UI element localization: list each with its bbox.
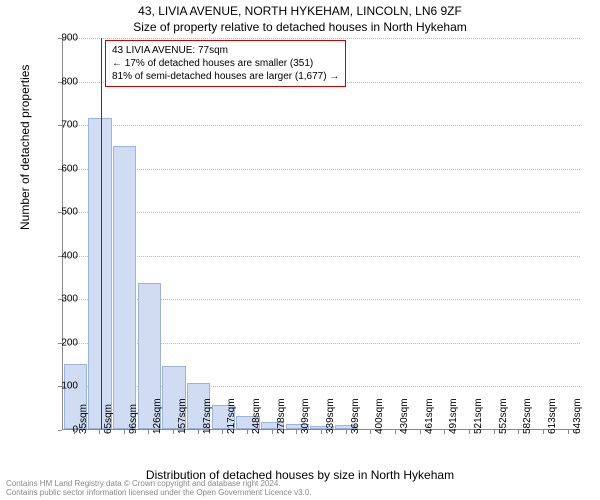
y-tick-label: 100 xyxy=(61,381,78,392)
y-tick-mark xyxy=(58,386,62,387)
annotation-line3: 81% of semi-detached houses are larger (… xyxy=(112,70,339,83)
gridline xyxy=(63,212,580,213)
reference-line xyxy=(101,38,102,429)
x-tick-label: 430sqm xyxy=(399,398,410,434)
x-tick-label: 157sqm xyxy=(177,398,188,434)
y-tick-label: 800 xyxy=(61,76,78,87)
gridline xyxy=(63,38,580,39)
y-tick-mark xyxy=(58,299,62,300)
x-tick-mark xyxy=(370,430,371,434)
x-tick-mark xyxy=(518,430,519,434)
x-tick-mark xyxy=(74,430,75,434)
chart-title-line1: 43, LIVIA AVENUE, NORTH HYKEHAM, LINCOLN… xyxy=(0,4,600,18)
y-tick-label: 200 xyxy=(61,337,78,348)
x-tick-label: 309sqm xyxy=(300,398,311,434)
y-axis-label: Number of detached properties xyxy=(18,65,32,230)
x-tick-label: 582sqm xyxy=(522,398,533,434)
chart-title-line2: Size of property relative to detached ho… xyxy=(0,20,600,34)
x-tick-mark xyxy=(469,430,470,434)
y-tick-mark xyxy=(58,256,62,257)
x-tick-label: 248sqm xyxy=(251,398,262,434)
x-tick-mark xyxy=(124,430,125,434)
x-tick-mark xyxy=(346,430,347,434)
x-tick-label: 339sqm xyxy=(325,398,336,434)
x-tick-mark xyxy=(173,430,174,434)
y-tick-label: 700 xyxy=(61,120,78,131)
plot-area xyxy=(62,38,580,430)
annotation-box: 43 LIVIA AVENUE: 77sqm ← 17% of detached… xyxy=(105,40,346,87)
x-tick-label: 491sqm xyxy=(448,398,459,434)
footer-attribution: Contains HM Land Registry data © Crown c… xyxy=(6,479,312,498)
y-tick-label: 400 xyxy=(61,250,78,261)
x-tick-label: 65sqm xyxy=(103,404,114,434)
footer-line1: Contains HM Land Registry data © Crown c… xyxy=(6,479,312,489)
y-tick-mark xyxy=(58,430,62,431)
x-tick-mark xyxy=(321,430,322,434)
y-tick-mark xyxy=(58,82,62,83)
y-tick-mark xyxy=(58,343,62,344)
x-tick-label: 278sqm xyxy=(276,398,287,434)
x-tick-mark xyxy=(568,430,569,434)
x-tick-mark xyxy=(395,430,396,434)
x-tick-mark xyxy=(420,430,421,434)
footer-line2: Contains public sector information licen… xyxy=(6,488,312,498)
x-tick-label: 35sqm xyxy=(78,404,89,434)
x-tick-label: 613sqm xyxy=(547,398,558,434)
x-tick-mark xyxy=(247,430,248,434)
y-tick-label: 900 xyxy=(61,33,78,44)
y-tick-label: 500 xyxy=(61,207,78,218)
y-tick-label: 300 xyxy=(61,294,78,305)
x-tick-mark xyxy=(543,430,544,434)
gridline xyxy=(63,256,580,257)
y-tick-mark xyxy=(58,38,62,39)
annotation-line2: ← 17% of detached houses are smaller (35… xyxy=(112,57,339,70)
x-tick-label: 96sqm xyxy=(128,404,139,434)
x-tick-label: 369sqm xyxy=(350,398,361,434)
x-tick-mark xyxy=(444,430,445,434)
x-tick-mark xyxy=(99,430,100,434)
y-tick-label: 600 xyxy=(61,163,78,174)
x-tick-mark xyxy=(272,430,273,434)
x-tick-mark xyxy=(222,430,223,434)
gridline xyxy=(63,125,580,126)
x-tick-label: 643sqm xyxy=(572,398,583,434)
x-tick-label: 400sqm xyxy=(374,398,385,434)
histogram-bar xyxy=(113,146,136,429)
y-tick-mark xyxy=(58,125,62,126)
x-tick-label: 461sqm xyxy=(424,398,435,434)
x-tick-mark xyxy=(494,430,495,434)
x-tick-mark xyxy=(198,430,199,434)
x-tick-mark xyxy=(296,430,297,434)
annotation-line1: 43 LIVIA AVENUE: 77sqm xyxy=(112,44,339,57)
x-tick-mark xyxy=(148,430,149,434)
gridline xyxy=(63,169,580,170)
y-tick-mark xyxy=(58,212,62,213)
x-tick-label: 187sqm xyxy=(202,398,213,434)
x-tick-label: 217sqm xyxy=(226,398,237,434)
x-tick-label: 521sqm xyxy=(473,398,484,434)
x-tick-label: 552sqm xyxy=(498,398,509,434)
y-tick-mark xyxy=(58,169,62,170)
x-tick-label: 126sqm xyxy=(152,398,163,434)
